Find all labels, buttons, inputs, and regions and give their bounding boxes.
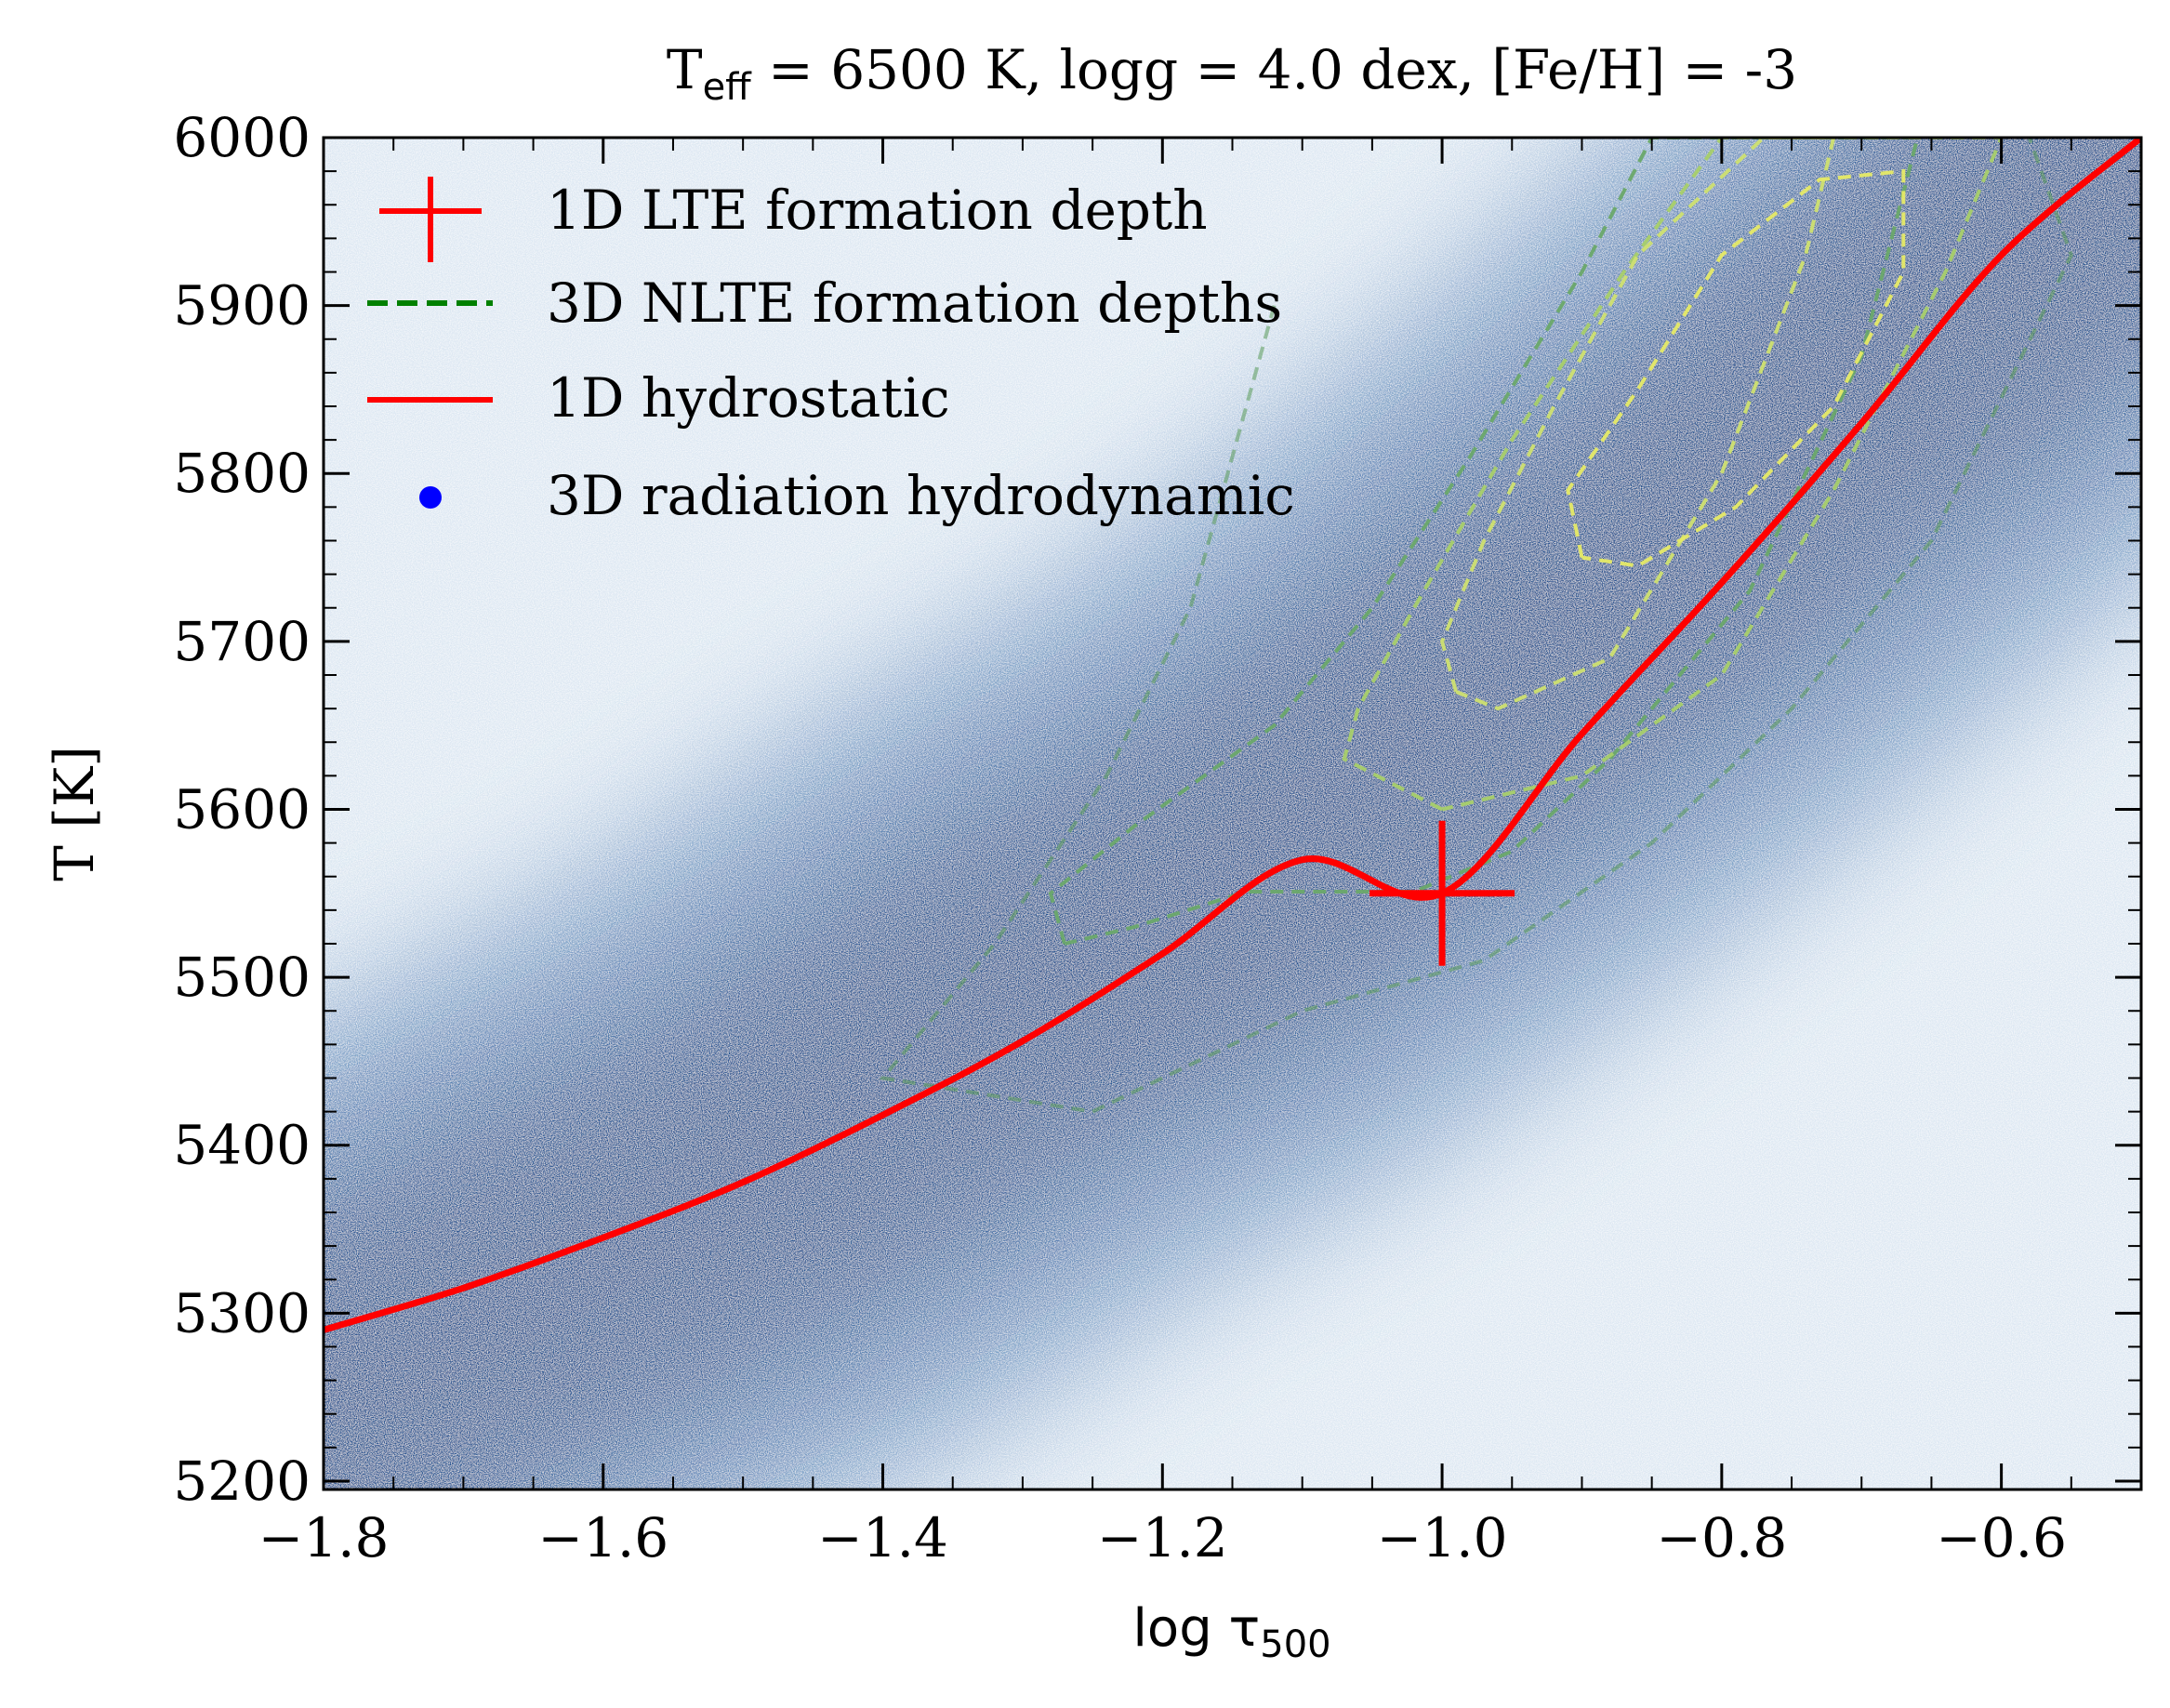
y-tick-label: 5600 <box>173 777 311 841</box>
x-tick-label: −0.8 <box>1656 1506 1787 1569</box>
y-tick-label: 5400 <box>173 1114 311 1177</box>
y-tick-label: 5700 <box>173 610 311 673</box>
y-tick-label: 5200 <box>173 1450 311 1513</box>
nlte-contours <box>879 138 2073 1114</box>
axis-ticks <box>322 136 2141 1490</box>
nlte-contour-5 <box>1566 168 1906 568</box>
x-tick-label: −1.6 <box>537 1506 668 1569</box>
y-tick-label: 5800 <box>173 442 311 505</box>
nlte-contour-2 <box>1048 138 1920 946</box>
legend-item-nlte: 3D NLTE formation depths <box>367 271 1282 335</box>
legend-label-hydrostatic: 1D hydrostatic <box>547 366 950 430</box>
y-tick-label: 6000 <box>173 106 311 169</box>
density-cloud <box>324 138 2141 1490</box>
x-tick-label: −1.2 <box>1097 1506 1228 1569</box>
legend-dot <box>419 486 442 509</box>
legend-item-hydrostatic: 1D hydrostatic <box>367 366 950 430</box>
chart-title: Teff = 6500 K, logg = 4.0 dex, [Fe/H] = … <box>667 38 1797 109</box>
x-tick-label: −1.4 <box>817 1506 948 1569</box>
y-axis-label: T [K] <box>43 746 106 881</box>
y-tick-label: 5300 <box>173 1281 311 1344</box>
legend-label-nlte: 3D NLTE formation depths <box>547 271 1282 335</box>
lte-formation-marker <box>1369 820 1515 966</box>
nlte-contour-3 <box>1342 138 2004 812</box>
legend-label-rhd: 3D radiation hydrodynamic <box>547 464 1295 527</box>
legend-item-lte: 1D LTE formation depth <box>379 177 1208 262</box>
x-tick-label: −1.0 <box>1377 1506 1508 1569</box>
plot-area <box>324 138 2141 1490</box>
x-tick-labels: −1.8 −1.6 −1.4 −1.2 −1.0 −0.8 −0.6 <box>258 1506 2067 1569</box>
hydrostatic-line <box>324 138 2141 1333</box>
legend: 1D LTE formation depth 3D NLTE formation… <box>367 177 1295 527</box>
y-tick-label: 5900 <box>173 274 311 338</box>
y-tick-label: 5500 <box>173 946 311 1009</box>
x-axis-label: log τ500 <box>1132 1598 1330 1666</box>
legend-label-lte: 1D LTE formation depth <box>547 179 1208 242</box>
density-band-core <box>324 138 2141 1490</box>
x-tick-label: −0.6 <box>1936 1506 2067 1569</box>
nlte-contour-1 <box>879 138 2073 1114</box>
y-tick-labels: 5200 5300 5400 5500 5600 5700 5800 5900 … <box>173 106 311 1513</box>
legend-item-rhd: 3D radiation hydrodynamic <box>419 464 1295 527</box>
x-tick-label: −1.8 <box>258 1506 390 1569</box>
